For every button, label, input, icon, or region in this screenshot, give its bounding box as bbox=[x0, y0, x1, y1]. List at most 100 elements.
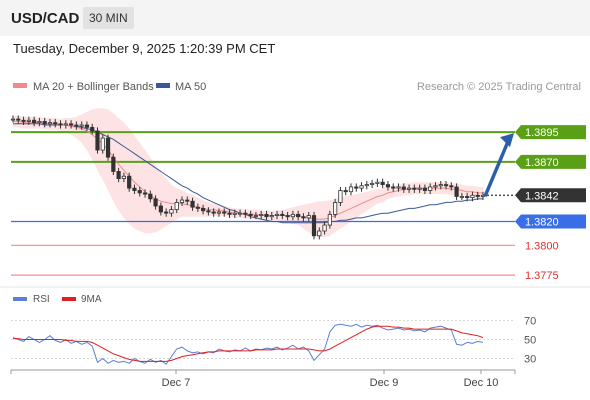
legend-swatch-rsi bbox=[13, 297, 27, 301]
legend-ma20-label: MA 20 + Bollinger Bands bbox=[33, 81, 154, 93]
x-axis-ticks: Dec 7 Dec 9 Dec 10 bbox=[10, 370, 516, 389]
candle bbox=[190, 197, 195, 211]
candle bbox=[232, 209, 237, 218]
level-label: 1.3800 bbox=[525, 240, 559, 252]
candle bbox=[264, 210, 269, 221]
rsi-9ma-line bbox=[13, 325, 484, 362]
candle bbox=[385, 180, 391, 191]
level-tag-pivot bbox=[515, 214, 586, 229]
chart-header: USD/CAD 30 MIN bbox=[0, 0, 590, 36]
candle bbox=[306, 211, 311, 222]
candle bbox=[438, 180, 443, 190]
level-label: 1.3895 bbox=[525, 127, 559, 139]
candle bbox=[153, 195, 158, 210]
candle bbox=[216, 208, 222, 217]
candle bbox=[348, 183, 354, 196]
candles bbox=[10, 115, 486, 240]
candle bbox=[132, 184, 137, 195]
candle bbox=[32, 116, 37, 127]
candle bbox=[169, 206, 174, 217]
candle bbox=[259, 210, 264, 220]
candle bbox=[391, 183, 396, 192]
candle bbox=[301, 213, 306, 222]
candle bbox=[396, 183, 401, 192]
candle bbox=[116, 167, 121, 183]
candle bbox=[121, 172, 126, 183]
candle bbox=[127, 172, 132, 192]
legend-ma50-label: MA 50 bbox=[175, 81, 206, 93]
candle bbox=[333, 198, 338, 218]
bollinger-bands bbox=[13, 108, 483, 237]
candle bbox=[142, 189, 148, 198]
x-tick-label: Dec 7 bbox=[162, 377, 191, 389]
legend-rsi-label: RSI bbox=[33, 294, 50, 305]
datetime-label: Tuesday, December 9, 2025 1:20:39 PM CET bbox=[13, 41, 276, 56]
candle bbox=[296, 210, 301, 221]
candle bbox=[185, 196, 190, 205]
candle bbox=[243, 209, 248, 218]
legend-swatch-ma50 bbox=[156, 83, 170, 88]
candle bbox=[280, 210, 285, 220]
candle bbox=[470, 191, 475, 202]
candle bbox=[412, 184, 417, 193]
candle bbox=[465, 192, 470, 202]
candle bbox=[84, 121, 90, 131]
candle bbox=[422, 184, 428, 195]
candle bbox=[354, 183, 359, 192]
candle bbox=[285, 211, 290, 221]
level-label: 1.3842 bbox=[525, 190, 559, 202]
candle bbox=[111, 153, 116, 176]
candle bbox=[137, 186, 142, 197]
candle bbox=[253, 211, 259, 220]
x-tick-label: Dec 9 bbox=[370, 377, 399, 389]
candle bbox=[380, 178, 385, 189]
candle bbox=[364, 180, 369, 190]
candle bbox=[158, 202, 163, 216]
legend-9ma-label: 9MA bbox=[81, 294, 102, 305]
candle bbox=[47, 119, 53, 128]
candle bbox=[370, 179, 375, 189]
candle bbox=[428, 183, 433, 195]
candle bbox=[164, 208, 169, 217]
candle bbox=[401, 183, 406, 193]
candle bbox=[148, 190, 153, 203]
candle bbox=[406, 184, 412, 193]
candle bbox=[359, 182, 364, 192]
candle bbox=[95, 127, 100, 154]
candle bbox=[343, 186, 348, 196]
candle bbox=[105, 134, 111, 161]
candle bbox=[322, 221, 327, 235]
candle bbox=[311, 211, 317, 240]
rsi-tick-label: 70 bbox=[524, 316, 536, 328]
candle bbox=[58, 120, 63, 129]
x-tick-label: Dec 10 bbox=[464, 377, 499, 389]
symbol-label: USD/CAD bbox=[11, 10, 80, 27]
candle bbox=[274, 210, 280, 220]
timeframe-button[interactable]: 30 MIN bbox=[83, 7, 134, 29]
candle bbox=[248, 210, 253, 220]
candle bbox=[338, 186, 343, 207]
candle bbox=[454, 183, 459, 201]
candle bbox=[290, 210, 295, 221]
rsi-tick-label: 30 bbox=[524, 354, 536, 366]
legend-swatch-ma20 bbox=[13, 83, 27, 88]
candle bbox=[100, 134, 105, 154]
forecast-arrow-shaft bbox=[483, 138, 511, 197]
candle bbox=[42, 117, 47, 128]
candle bbox=[206, 207, 211, 216]
candle bbox=[37, 117, 42, 127]
rsi-panel: 70 50 30 bbox=[11, 316, 536, 366]
candle bbox=[90, 123, 95, 135]
candle bbox=[26, 116, 31, 126]
copyright-text: Research © 2025 Trading Central bbox=[417, 81, 581, 93]
level-labels: 1.3895 1.3870 1.3842 1.3820 1.3800 1.3775 bbox=[515, 125, 586, 282]
candle bbox=[79, 121, 84, 130]
candle bbox=[74, 121, 79, 130]
candle bbox=[237, 209, 243, 217]
candle bbox=[53, 119, 58, 128]
candle bbox=[68, 120, 74, 129]
level-tag-resistance bbox=[515, 125, 586, 140]
legend-swatch-9ma bbox=[62, 297, 76, 301]
level-tag-resistance bbox=[515, 154, 586, 169]
candle bbox=[195, 203, 200, 212]
